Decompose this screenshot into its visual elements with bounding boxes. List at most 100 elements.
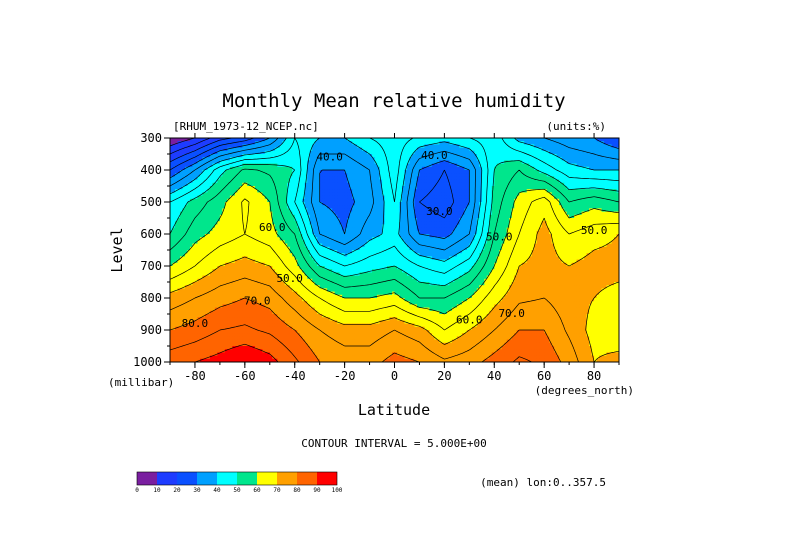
contour-cell xyxy=(501,157,505,161)
contour-cell xyxy=(259,157,263,161)
contour-cell xyxy=(317,179,321,184)
contour-cell xyxy=(396,189,401,193)
contour-cell xyxy=(551,173,555,177)
contour-cell xyxy=(439,144,443,149)
contour-cell xyxy=(469,176,473,181)
contour-cell xyxy=(389,154,393,158)
contour-cell xyxy=(594,189,598,193)
contour-cell xyxy=(367,192,371,197)
contour-cell xyxy=(354,189,358,193)
contour-cell xyxy=(259,192,263,197)
contour-cell xyxy=(329,144,333,149)
contour-cell xyxy=(489,166,493,171)
contour-cell xyxy=(479,154,483,158)
contour-cell xyxy=(384,166,388,171)
contour-cell xyxy=(579,186,583,190)
contour-cell xyxy=(202,166,206,171)
contour-cell xyxy=(387,170,391,174)
contour-cell xyxy=(484,182,488,187)
contour-cell xyxy=(349,166,353,171)
contour-cell xyxy=(232,182,236,187)
contour-cell xyxy=(461,144,465,149)
contour-cell xyxy=(599,166,603,171)
contour-cell xyxy=(242,166,246,171)
contour-cell xyxy=(596,154,600,158)
contour-cell xyxy=(404,192,408,197)
contour-cell xyxy=(531,182,535,187)
contour-cell xyxy=(227,150,231,155)
contour-cell xyxy=(531,176,535,181)
contour-cell xyxy=(519,150,523,155)
contour-cell xyxy=(459,157,463,161)
contour-cell xyxy=(444,179,448,184)
contour-cell xyxy=(354,138,358,142)
contour-cell xyxy=(359,154,363,158)
contour-cell xyxy=(264,170,268,174)
contour-cell xyxy=(584,186,588,190)
contour-cell xyxy=(249,150,253,155)
contour-cell xyxy=(352,163,356,168)
contour-cell xyxy=(511,189,515,193)
contour-cell xyxy=(179,189,184,193)
contour-cell xyxy=(484,157,488,161)
contour-cell xyxy=(374,179,378,184)
contour-cell xyxy=(227,176,231,181)
contour-cell xyxy=(599,173,603,177)
contour-cell xyxy=(237,189,241,193)
contour-cell xyxy=(302,192,306,197)
contour-cell xyxy=(327,166,331,171)
contour-cell xyxy=(616,163,619,168)
contour-cell xyxy=(307,176,311,181)
contour-cell xyxy=(192,182,196,187)
contour-cell xyxy=(242,138,246,142)
contour-cell xyxy=(564,166,568,171)
contour-cell xyxy=(404,150,408,155)
contour-cell xyxy=(494,166,498,171)
contour-cell xyxy=(616,176,619,181)
contour-cell xyxy=(174,138,179,142)
contour-cell xyxy=(347,173,351,177)
contour-cell xyxy=(239,182,243,187)
contour-cell xyxy=(174,150,179,155)
contour-cell xyxy=(564,182,568,187)
contour-cell xyxy=(424,176,428,181)
contour-cell xyxy=(491,141,495,145)
contour-cell xyxy=(524,173,528,177)
contour-cell xyxy=(292,160,296,165)
contour-cell xyxy=(399,144,403,149)
contour-cell xyxy=(411,182,416,187)
contour-cell xyxy=(314,163,318,168)
contour-cell xyxy=(364,150,368,155)
contour-cell xyxy=(339,147,343,152)
contour-cell xyxy=(384,176,388,181)
contour-cell xyxy=(267,138,271,142)
contour-cell xyxy=(344,176,348,181)
contour-cell xyxy=(194,163,199,168)
contour-cell xyxy=(172,166,176,171)
contour-cell xyxy=(416,144,421,149)
contour-cell xyxy=(524,160,528,165)
contour-cell xyxy=(539,160,543,165)
contour-cell xyxy=(399,170,403,174)
contour-cell xyxy=(242,144,246,149)
contour-cell xyxy=(589,170,593,174)
contour-cell xyxy=(217,182,221,187)
contour-cell xyxy=(439,163,443,168)
contour-cell xyxy=(586,147,590,152)
contour-cell xyxy=(172,154,176,158)
contour-cell xyxy=(494,163,498,168)
contour-cell xyxy=(409,157,413,161)
contour-cell xyxy=(204,150,209,155)
contour-cell xyxy=(589,166,593,171)
contour-cell xyxy=(272,154,276,158)
contour-cell xyxy=(354,170,358,174)
contour-cell xyxy=(372,141,376,145)
contour-cell xyxy=(192,173,196,177)
contour-cell xyxy=(327,170,331,174)
contour-cell xyxy=(317,166,321,171)
contour-cell xyxy=(362,138,366,142)
contour-cell xyxy=(292,147,296,152)
contour-cell xyxy=(347,179,351,184)
contour-cell xyxy=(521,186,525,190)
contour-cell xyxy=(249,170,253,174)
